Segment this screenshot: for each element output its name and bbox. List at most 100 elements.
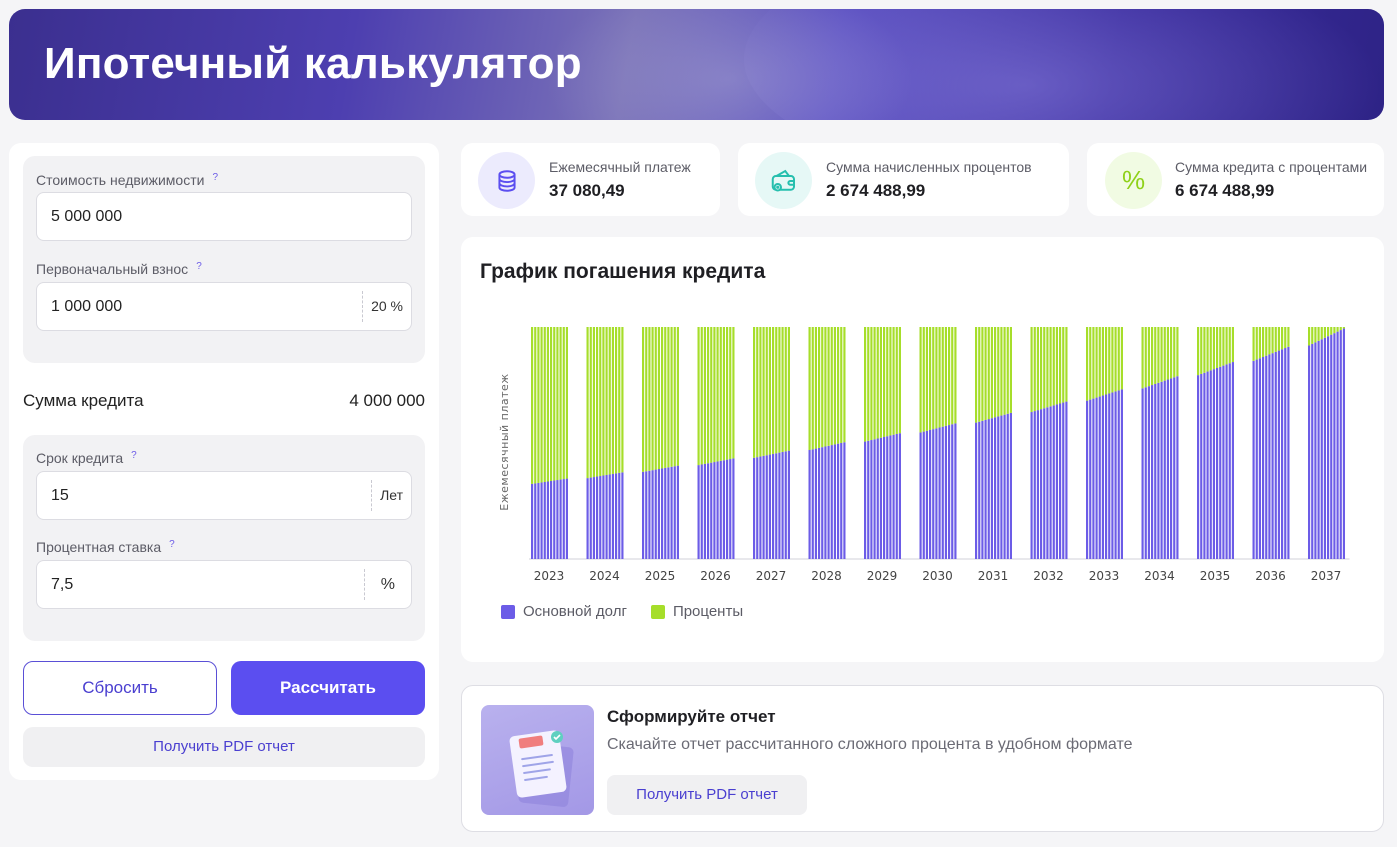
bar-interest[interactable] bbox=[1265, 327, 1268, 356]
bar-interest[interactable] bbox=[876, 327, 879, 439]
bar-principal[interactable] bbox=[726, 459, 729, 559]
bar-principal[interactable] bbox=[1206, 371, 1209, 559]
bar-principal[interactable] bbox=[873, 439, 876, 559]
bar-interest[interactable] bbox=[1089, 327, 1092, 400]
bar-interest[interactable] bbox=[1255, 327, 1258, 360]
bar-interest[interactable] bbox=[1065, 327, 1068, 402]
bar-principal[interactable] bbox=[895, 433, 898, 559]
bar-interest[interactable] bbox=[997, 327, 1000, 417]
bar-principal[interactable] bbox=[1222, 365, 1225, 559]
bar-principal[interactable] bbox=[1003, 414, 1006, 559]
bar-interest[interactable] bbox=[867, 327, 870, 441]
bar-interest[interactable] bbox=[1098, 327, 1101, 397]
bar-principal[interactable] bbox=[765, 455, 768, 559]
bar-principal[interactable] bbox=[1333, 333, 1336, 559]
bar-interest[interactable] bbox=[1059, 327, 1062, 404]
bar-interest[interactable] bbox=[981, 327, 984, 421]
bar-interest[interactable] bbox=[1040, 327, 1043, 410]
bar-principal[interactable] bbox=[661, 468, 664, 559]
bar-interest[interactable] bbox=[756, 327, 759, 458]
bar-interest[interactable] bbox=[703, 327, 706, 464]
bar-principal[interactable] bbox=[611, 473, 614, 559]
bar-interest[interactable] bbox=[922, 327, 925, 432]
bar-interest[interactable] bbox=[830, 327, 833, 446]
bar-interest[interactable] bbox=[1043, 327, 1046, 409]
bar-principal[interactable] bbox=[556, 480, 559, 559]
bar-interest[interactable] bbox=[543, 327, 546, 482]
bar-interest[interactable] bbox=[550, 327, 553, 482]
legend-item-principal[interactable]: Основной долг bbox=[501, 603, 627, 620]
bar-principal[interactable] bbox=[713, 462, 716, 559]
bar-interest[interactable] bbox=[1206, 327, 1209, 372]
bar-interest[interactable] bbox=[864, 327, 867, 442]
bar-principal[interactable] bbox=[1144, 387, 1147, 559]
bar-principal[interactable] bbox=[892, 434, 895, 559]
bar-principal[interactable] bbox=[1111, 392, 1114, 559]
bar-principal[interactable] bbox=[830, 445, 833, 559]
bar-principal[interactable] bbox=[1166, 379, 1169, 559]
bar-interest[interactable] bbox=[596, 327, 599, 477]
bar-interest[interactable] bbox=[537, 327, 540, 483]
bar-principal[interactable] bbox=[1065, 401, 1068, 559]
bar-interest[interactable] bbox=[1117, 327, 1120, 391]
bar-principal[interactable] bbox=[546, 481, 549, 560]
bar-interest[interactable] bbox=[1314, 327, 1317, 343]
bar-principal[interactable] bbox=[1265, 355, 1268, 559]
bar-interest[interactable] bbox=[1006, 327, 1009, 414]
bar-principal[interactable] bbox=[1157, 382, 1160, 559]
bar-principal[interactable] bbox=[1170, 378, 1173, 559]
bar-interest[interactable] bbox=[1062, 327, 1065, 403]
bar-principal[interactable] bbox=[697, 465, 700, 559]
bar-principal[interactable] bbox=[1225, 364, 1228, 559]
bar-interest[interactable] bbox=[615, 327, 618, 474]
bar-interest[interactable] bbox=[781, 327, 784, 452]
bar-interest[interactable] bbox=[1262, 327, 1265, 357]
bar-interest[interactable] bbox=[978, 327, 981, 422]
bar-principal[interactable] bbox=[1036, 410, 1039, 559]
bar-principal[interactable] bbox=[944, 425, 947, 559]
bar-principal[interactable] bbox=[531, 483, 534, 559]
bar-interest[interactable] bbox=[951, 327, 954, 425]
bar-interest[interactable] bbox=[618, 327, 621, 473]
get-pdf-button[interactable]: Получить PDF отчет bbox=[23, 727, 425, 767]
bar-interest[interactable] bbox=[954, 327, 957, 424]
bar-interest[interactable] bbox=[873, 327, 876, 440]
bar-principal[interactable] bbox=[1228, 363, 1231, 559]
bar-principal[interactable] bbox=[1320, 339, 1323, 559]
bar-principal[interactable] bbox=[1216, 367, 1219, 559]
bar-principal[interactable] bbox=[876, 438, 879, 559]
bar-interest[interactable] bbox=[975, 327, 978, 423]
bar-interest[interactable] bbox=[556, 327, 559, 481]
bar-principal[interactable] bbox=[1055, 404, 1058, 559]
down-payment-input[interactable]: 1 000 000 20 % bbox=[36, 282, 412, 331]
bar-interest[interactable] bbox=[1271, 327, 1274, 354]
help-icon[interactable]: ? bbox=[169, 539, 175, 550]
bar-principal[interactable] bbox=[775, 453, 778, 559]
bar-principal[interactable] bbox=[540, 482, 543, 559]
calculate-button[interactable]: Рассчитать bbox=[231, 661, 425, 715]
bar-interest[interactable] bbox=[1277, 327, 1280, 351]
bar-interest[interactable] bbox=[811, 327, 814, 450]
bar-interest[interactable] bbox=[1003, 327, 1006, 415]
bar-principal[interactable] bbox=[1209, 370, 1212, 559]
help-icon[interactable]: ? bbox=[212, 172, 219, 183]
bar-interest[interactable] bbox=[808, 327, 811, 451]
bar-interest[interactable] bbox=[713, 327, 716, 463]
bar-interest[interactable] bbox=[984, 327, 987, 420]
bar-principal[interactable] bbox=[1258, 358, 1261, 559]
bar-interest[interactable] bbox=[657, 327, 660, 470]
bar-principal[interactable] bbox=[618, 472, 621, 559]
bar-interest[interactable] bbox=[1108, 327, 1111, 394]
bar-principal[interactable] bbox=[592, 477, 595, 559]
bar-principal[interactable] bbox=[919, 432, 922, 559]
bar-interest[interactable] bbox=[1216, 327, 1219, 368]
bar-interest[interactable] bbox=[879, 327, 882, 438]
bar-principal[interactable] bbox=[759, 456, 762, 559]
bar-principal[interactable] bbox=[1277, 350, 1280, 559]
bar-interest[interactable] bbox=[710, 327, 713, 463]
bar-interest[interactable] bbox=[994, 327, 997, 418]
bar-principal[interactable] bbox=[898, 433, 901, 559]
bar-interest[interactable] bbox=[1222, 327, 1225, 366]
bar-principal[interactable] bbox=[648, 470, 651, 559]
bar-principal[interactable] bbox=[837, 443, 840, 559]
